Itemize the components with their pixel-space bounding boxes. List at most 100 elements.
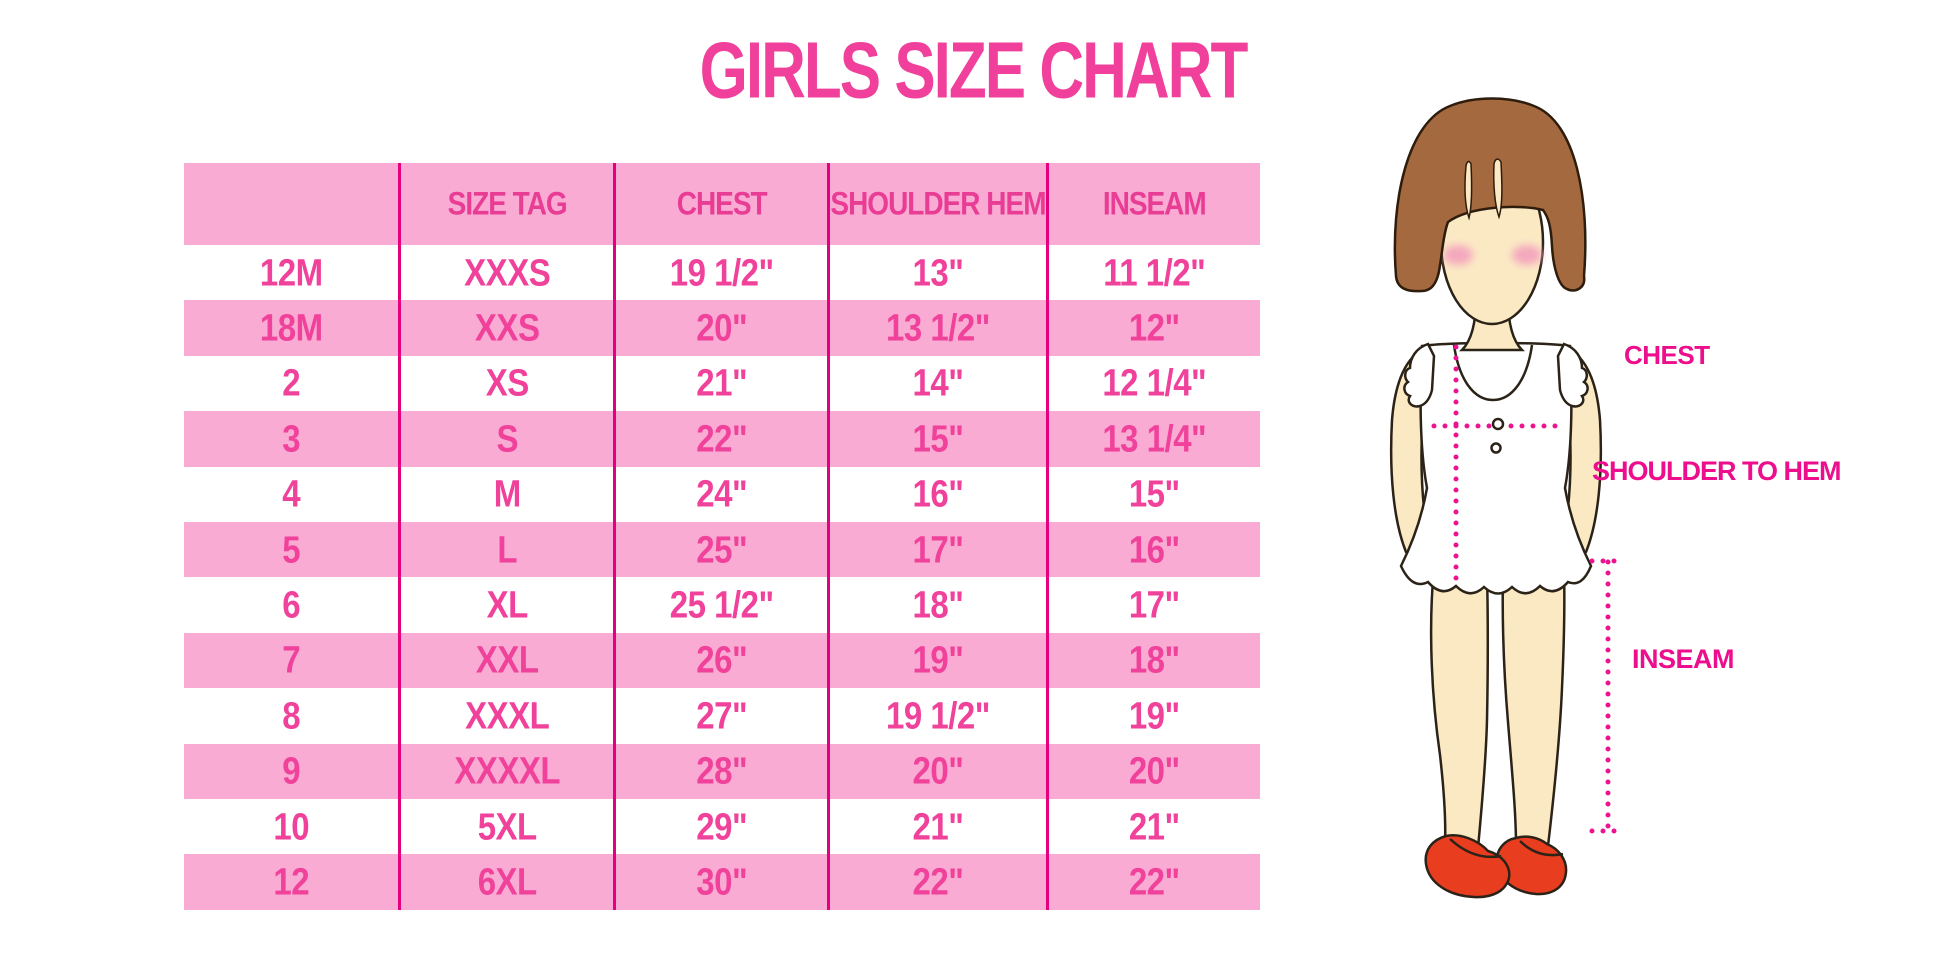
girl-illustration <box>1389 97 1628 899</box>
table-cell-value: 25" <box>696 527 748 571</box>
table-cell: 29" <box>612 798 828 855</box>
girl-arms <box>1389 346 1603 558</box>
table-cell: 7 <box>184 632 399 689</box>
table-cell: XXXS <box>398 245 613 301</box>
table-cell: XS <box>398 355 613 412</box>
header-cell: SHOULDER HEM <box>827 163 1047 245</box>
table-cell: 21" <box>1045 798 1260 855</box>
table-cell: 13 1/2" <box>827 300 1046 356</box>
table-cell: 5 <box>184 521 399 578</box>
table-cell-value: XXXS <box>464 250 551 294</box>
table-cell-value: 25 1/2" <box>669 583 774 626</box>
table-cell: 8 <box>184 688 399 744</box>
table-cell-value: XXXXL <box>454 749 561 792</box>
girl-face <box>1439 158 1545 326</box>
table-cell-value: 15" <box>912 417 964 460</box>
table-cell-value: 17" <box>1128 583 1180 626</box>
table-cell: 12M <box>184 245 399 301</box>
table-cell-value: 20" <box>1128 749 1180 792</box>
table-cell: 10 <box>184 798 399 855</box>
table-cell: 21" <box>612 355 828 412</box>
table-cell-value: 29" <box>696 804 748 848</box>
table-cell: 15" <box>1045 466 1260 522</box>
table-cell: XL <box>398 577 613 633</box>
table-cell-value: 4 <box>282 472 301 515</box>
table-cell-value: 18" <box>1128 638 1180 682</box>
table-cell: 3 <box>184 411 399 467</box>
header-cell-label: CHEST <box>676 185 768 222</box>
table-cell-value: 21" <box>1128 804 1180 848</box>
table-cell-value: 17" <box>912 527 964 571</box>
table-cell: 20" <box>827 743 1046 799</box>
table-cell-value: 16" <box>912 472 964 515</box>
table-cell-value: 26" <box>696 638 748 682</box>
table-cell-value: 13" <box>912 250 964 294</box>
table-cell: 5XL <box>398 798 613 855</box>
table-cell: 19 1/2" <box>827 688 1046 744</box>
table-cell: 18M <box>184 300 399 356</box>
table-cell: 13" <box>827 245 1046 301</box>
table-cell-value: 19 1/2" <box>886 693 990 737</box>
table-cell-value: 16" <box>1128 527 1180 571</box>
girl-bangs-notch-left <box>1464 160 1473 221</box>
table-cell: 18" <box>1045 632 1260 689</box>
table-cell-value: 22" <box>1128 860 1180 903</box>
table-cell-value: 2 <box>282 361 301 405</box>
girl-frill-left <box>1403 342 1436 408</box>
table-cell: 16" <box>1045 521 1260 578</box>
girl-bangs-notch-right <box>1493 158 1503 220</box>
header-cell-label: INSEAM <box>1102 185 1207 222</box>
table-cell-value: 20" <box>696 306 748 349</box>
girl-blush-left <box>1443 245 1473 265</box>
table-cell: 13 1/4" <box>1045 411 1260 467</box>
girl-neck <box>1458 296 1526 352</box>
chest-label: CHEST <box>1624 340 1710 370</box>
table-cell: 18" <box>827 577 1046 633</box>
table-cell-value: 12 <box>273 860 310 903</box>
table-cell-value: L <box>497 527 518 571</box>
table-cell: 19" <box>1045 688 1260 744</box>
table-cell-value: 3 <box>282 417 301 460</box>
table-cell-value: 5XL <box>477 804 538 848</box>
table-cell-value: 10 <box>273 804 310 848</box>
header-cell-label: SHOULDER HEM <box>830 185 1046 222</box>
table-cell-value: 19" <box>1128 693 1180 737</box>
table-cell-value: 19" <box>912 638 964 682</box>
header-cell-label: SIZE TAG <box>447 185 568 222</box>
table-cell: 6 <box>184 577 399 633</box>
table-cell-value: 11 1/2" <box>1103 250 1206 294</box>
measurement-lines <box>1431 344 1628 834</box>
table-cell: XXXXL <box>398 743 613 799</box>
table-cell-value: 13 1/4" <box>1102 417 1207 460</box>
table-cell-value: XXS <box>474 306 540 349</box>
table-cell: XXL <box>398 632 613 689</box>
table-cell-value: 27" <box>696 693 748 737</box>
table-cell: 20" <box>612 300 828 356</box>
table-cell-value: 6XL <box>477 860 538 903</box>
table-cell: 20" <box>1045 743 1260 799</box>
table-cell: 6XL <box>398 854 613 910</box>
table-cell: 12 1/4" <box>1045 355 1260 412</box>
table-cell: 12" <box>1045 300 1260 356</box>
table-cell: 16" <box>827 466 1046 522</box>
header-cell: INSEAM <box>1045 163 1260 245</box>
table-cell-value: M <box>493 472 522 515</box>
dress-button-bottom <box>1490 442 1502 454</box>
table-cell: 19 1/2" <box>612 245 828 301</box>
table-cell: 15" <box>827 411 1046 467</box>
table-cell: 24" <box>612 466 828 522</box>
girl-legs <box>1429 566 1566 850</box>
girl-shoes <box>1424 834 1568 899</box>
table-cell-value: 18" <box>912 583 964 626</box>
size-chart-table: SIZE TAG CHEST SHOULDER HEM INSEAM 12M XXXS 19… <box>184 163 1260 910</box>
table-cell-value: 15" <box>1128 472 1180 515</box>
table-cell: 26" <box>612 632 828 689</box>
table-cell: 22" <box>612 411 828 467</box>
table-cell-value: XXL <box>475 638 539 682</box>
table-cell-value: 9 <box>282 749 301 792</box>
table-cell: XXXL <box>398 688 613 744</box>
table-cell-value: 19 1/2" <box>669 250 774 294</box>
table-cell-value: 14" <box>912 361 964 405</box>
table-cell: 4 <box>184 466 399 522</box>
